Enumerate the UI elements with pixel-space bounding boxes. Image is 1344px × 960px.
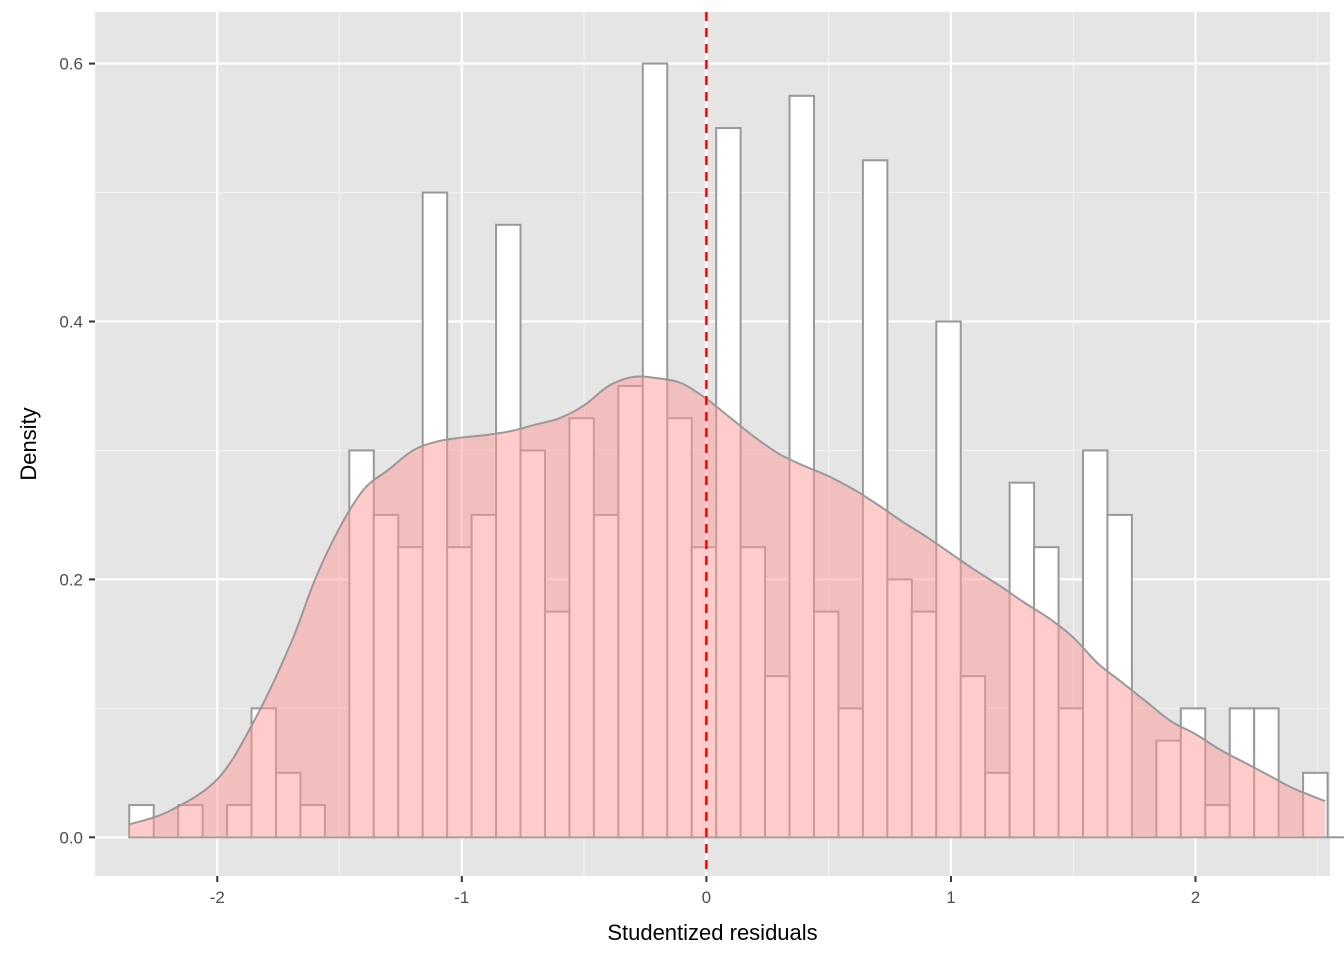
x-tick-label: 0 [702,888,711,907]
axes: -2 -1 0 1 2 0.0 0.2 0.4 0.6 [59,55,1200,907]
x-axis-title: Studentized residuals [607,920,817,945]
density-curve-line [128,375,1326,826]
y-axis-title: Density [16,407,41,480]
density-area [129,376,1326,838]
x-tick-label: -1 [454,888,469,907]
y-tick-label: 0.6 [59,55,83,74]
x-tick-label: -2 [210,888,225,907]
x-tick-label: 1 [946,888,955,907]
x-tick-label: 2 [1191,888,1200,907]
y-tick-label: 0.4 [59,312,83,331]
y-tick-label: 0.2 [59,570,83,589]
y-tick-label: 0.0 [59,828,83,847]
density-curve-layer [128,375,1326,838]
